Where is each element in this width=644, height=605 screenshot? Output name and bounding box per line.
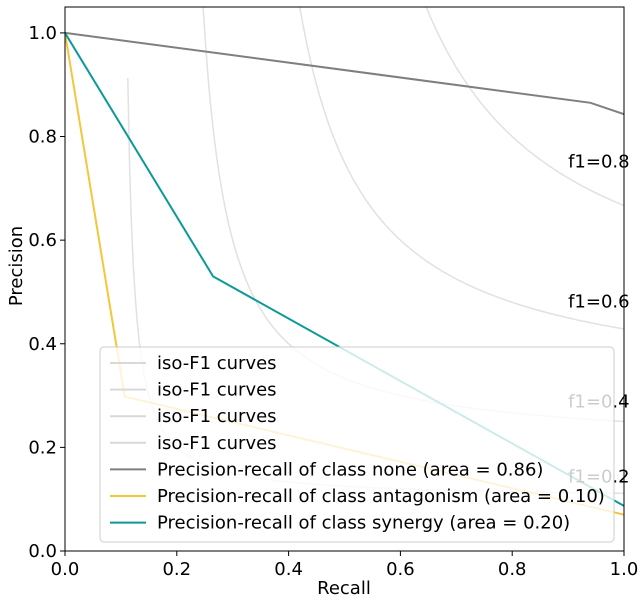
legend: iso-F1 curves iso-F1 curves iso-F1 curves i… [99,346,615,543]
y-tick-label: 0.0 [28,541,57,562]
x-tick-label: 0.0 [51,559,80,580]
legend-entry: iso-F1 curves [157,433,277,454]
y-axis-label: Precision [6,226,27,306]
iso-f1-label: f1=0.8 [568,152,630,173]
legend-entry: iso-F1 curves [157,380,277,401]
iso-f1-curve [425,7,624,207]
legend-entry: Precision-recall of class none (area = 0… [157,459,543,480]
legend-entry: iso-F1 curves [157,406,277,427]
x-tick-label: 1.0 [610,559,639,580]
legend-box [99,346,615,543]
plot-frame [64,6,625,552]
iso-f1-curve [299,7,624,330]
y-tick-label: 0.4 [28,334,57,355]
x-tick-label: 0.8 [498,559,527,580]
x-tick-label: 0.6 [386,559,415,580]
axes: 0.0 0.2 0.4 0.6 0.8 1.0 0.0 0.2 0.4 0.6 0.8 1.0 [28,6,639,580]
y-tick-label: 1.0 [28,23,57,44]
legend-entry: Precision-recall of class synergy (area … [157,513,570,534]
iso-f1-label: f1=0.6 [568,291,630,312]
series-line [65,31,624,116]
y-tick-label: 0.6 [28,230,57,251]
legend-entry: iso-F1 curves [157,353,277,374]
x-axis-label: Recall [317,578,371,599]
legend-entry: Precision-recall of class antagonism (ar… [157,486,605,507]
y-tick-label: 0.2 [28,437,57,458]
x-tick-label: 0.2 [162,559,191,580]
x-tick-label: 0.4 [274,559,303,580]
y-tick-label: 0.8 [28,127,57,148]
